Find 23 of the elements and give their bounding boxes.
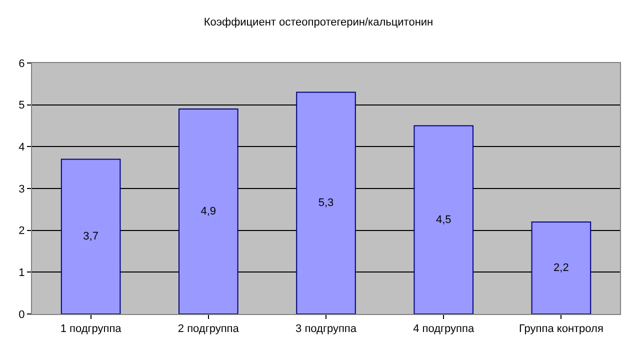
x-tick-label: 1 подгруппа	[60, 323, 122, 336]
x-tick-label: 4 подгруппа	[413, 323, 475, 336]
chart-title: Коэффициент остеопротегерин/кальцитонин	[204, 16, 434, 28]
bar	[296, 92, 356, 314]
bar	[178, 108, 238, 314]
x-tick-label: 3 подгруппа	[296, 323, 358, 336]
bar	[60, 158, 121, 314]
data-label: 4,9	[200, 206, 216, 218]
data-label: 3,7	[83, 230, 98, 243]
y-tick-label: 6	[18, 58, 25, 70]
x-tick-label: 2 подгруппа	[178, 323, 240, 336]
data-label: 2,2	[554, 262, 569, 274]
y-tick-label: 4	[18, 142, 25, 154]
bar	[531, 221, 592, 314]
bar	[414, 125, 474, 314]
y-tick-label: 2	[18, 225, 25, 238]
x-tick-label: Группа контроля	[518, 323, 604, 336]
y-tick-label: 1	[18, 267, 25, 280]
y-tick-label: 3	[18, 183, 25, 196]
y-tick-label: 0	[18, 308, 25, 321]
data-label: 4,5	[436, 214, 452, 226]
data-label: 5,3	[318, 197, 334, 210]
y-tick-label: 5	[18, 100, 25, 112]
